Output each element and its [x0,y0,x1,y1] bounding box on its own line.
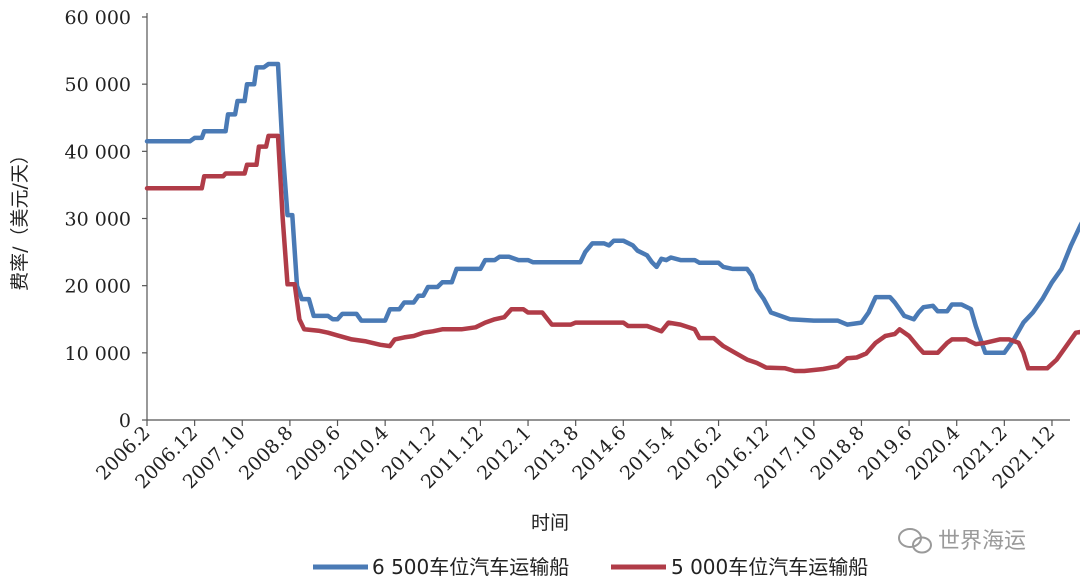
legend-label-series-1: 6 500车位汽车运输船 [372,555,569,579]
legend-label-series-2: 5 000车位汽车运输船 [671,555,868,579]
y-tick-label: 0 [119,410,131,432]
wechat-icon [898,528,932,554]
axes [146,13,1070,421]
series-line-2 [144,133,1080,374]
x-axis-ticks: 2006.22006.122007.102008.82009.62010.420… [92,420,1060,493]
y-tick-label: 10 000 [65,343,131,365]
watermark-text: 世界海运 [938,529,1026,554]
series-line-1 [144,61,1080,356]
watermark: 世界海运 [898,528,1026,554]
y-tick-label: 60 000 [65,7,131,29]
x-axis-title: 时间 [531,512,569,534]
y-tick-label: 30 000 [65,209,131,231]
y-axis-title: 费率/（美元/天） [9,145,31,291]
series-layer [144,61,1080,374]
legend: 6 500车位汽车运输船 5 000车位汽车运输船 [313,555,868,579]
y-axis-ticks: 0 10 000 20 000 30 000 40 000 50 000 60 000 [65,7,147,432]
y-tick-label: 40 000 [65,141,131,163]
y-tick-label: 20 000 [65,276,131,298]
y-tick-label: 50 000 [65,74,131,96]
